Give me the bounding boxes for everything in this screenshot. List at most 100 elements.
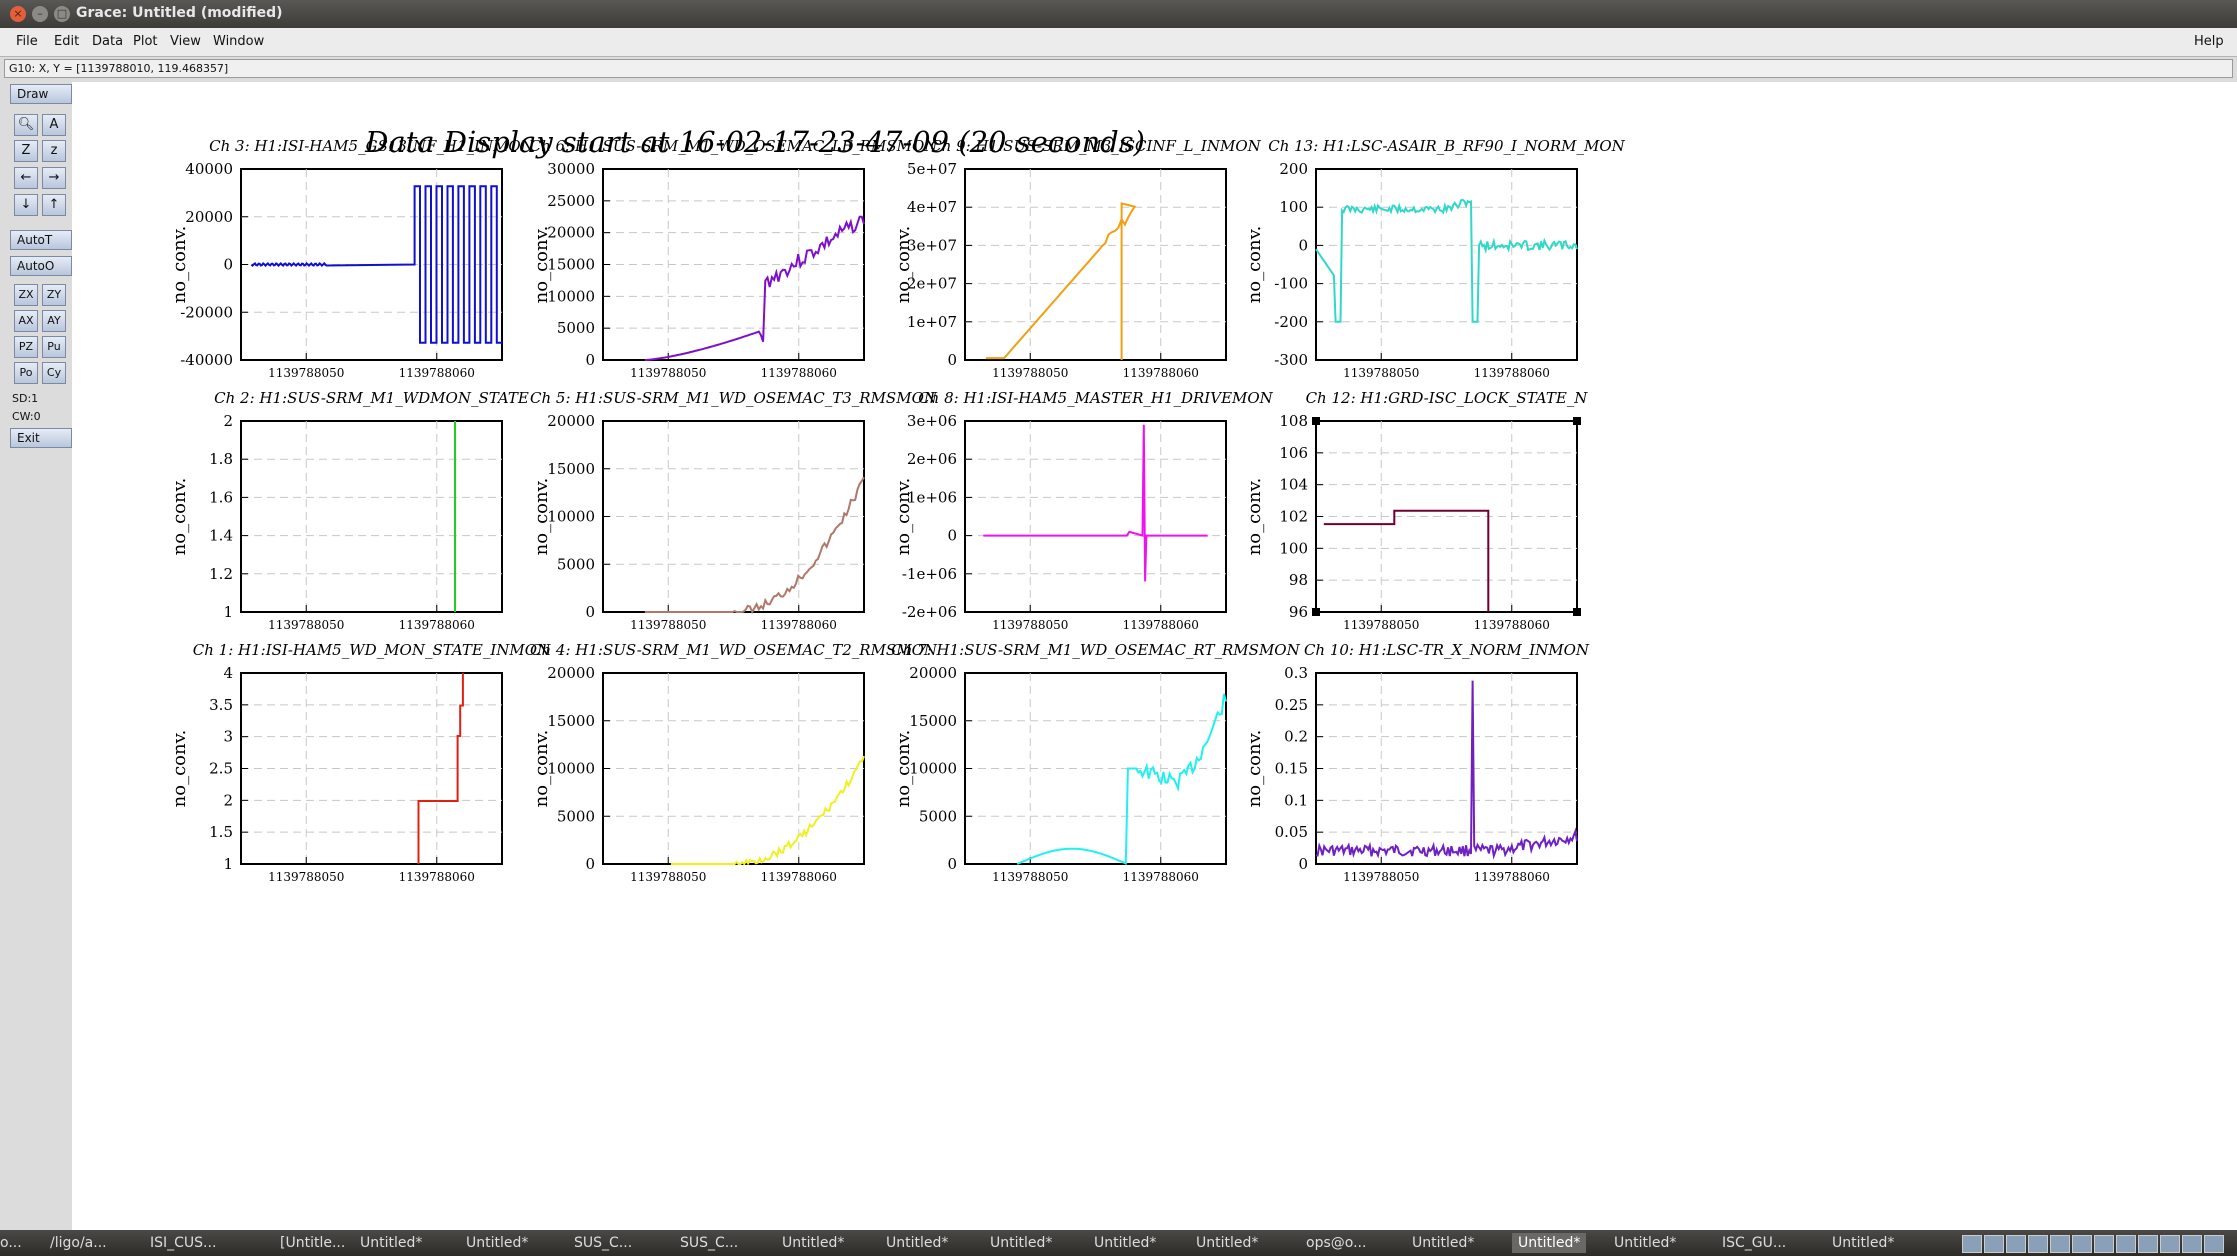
taskbar-item[interactable]: ISI_CUS...: [150, 1235, 217, 1251]
taskbar-item[interactable]: Untitled*: [1614, 1235, 1677, 1251]
plot-canvas[interactable]: Data Display start at 16-02-17-23-47-09 …: [72, 82, 2237, 1230]
selection-handle[interactable]: [1312, 608, 1320, 616]
cy-button[interactable]: Cy: [42, 362, 66, 384]
sd-label: SD:1: [12, 392, 39, 405]
taskbar-item[interactable]: SUS_C...: [680, 1235, 739, 1251]
plot-area[interactable]: Data Display start at 16-02-17-23-47-09 …: [72, 82, 2237, 1230]
taskbar-item[interactable]: ops@o...: [1306, 1235, 1367, 1251]
close-window-button[interactable]: ×: [10, 6, 26, 22]
scroll-up-icon[interactable]: ↑: [42, 194, 66, 216]
plot-panel-10[interactable]: Ch 4: H1:SUS-SRM_M1_WD_OSEMAC_T2_RMSMON 2…: [530, 641, 938, 884]
menu-bar: File Edit Data Plot View Window Help: [0, 28, 2237, 57]
tray-window-icon[interactable]: [1962, 1235, 1982, 1253]
y-tick-label: 5000: [557, 319, 595, 337]
x-tick-label: 1139788050: [992, 366, 1068, 380]
plot-panel-8[interactable]: Ch 12: H1:GRD-ISC_LOCK_STATE_N 108 106 104 1…: [1244, 389, 1588, 632]
scroll-down-icon[interactable]: ↓: [14, 194, 38, 216]
tray-window-icon[interactable]: [2160, 1235, 2180, 1253]
exit-button[interactable]: Exit: [10, 428, 72, 448]
menu-view[interactable]: View: [170, 34, 201, 49]
tray-window-icon[interactable]: [2094, 1235, 2114, 1253]
x-tick-label: 1139788050: [268, 366, 344, 380]
window-title: Grace: Untitled (modified): [76, 5, 283, 21]
taskbar-item[interactable]: Untitled*: [360, 1235, 423, 1251]
selection-handle[interactable]: [1573, 417, 1581, 425]
taskbar-item[interactable]: Untitled*: [1412, 1235, 1475, 1251]
taskbar-item[interactable]: /ligo/a...: [50, 1235, 107, 1251]
taskbar-item[interactable]: SUS_C...: [574, 1235, 633, 1251]
selection-handle[interactable]: [1312, 417, 1320, 425]
plot-panel-4[interactable]: Ch 13: H1:LSC-ASAIR_B_RF90_I_NORM_MON 200…: [1244, 137, 1626, 380]
taskbar-item[interactable]: o...: [0, 1235, 22, 1251]
x-tick-label: 1139788060: [1474, 870, 1550, 884]
autot-button[interactable]: AutoT: [10, 230, 72, 250]
maximize-window-button[interactable]: □: [54, 6, 70, 22]
plot-panel-5[interactable]: Ch 2: H1:SUS-SRM_M1_WDMON_STATE 2 1.8 1.6 1.…: [169, 389, 529, 632]
taskbar-item[interactable]: Untitled*: [1512, 1233, 1587, 1253]
po-button[interactable]: Po: [14, 362, 38, 384]
tray-window-icon[interactable]: [2204, 1235, 2224, 1253]
cw-label: CW:0: [12, 410, 41, 423]
taskbar-item[interactable]: Untitled*: [1196, 1235, 1259, 1251]
y-tick-label: 2.5: [209, 760, 233, 778]
zoom-in-icon[interactable]: Z: [14, 140, 38, 162]
plot-panel-3[interactable]: Ch 9: H1:SUS-SRM_M3_ISCINF_L_INMON 5e+07 4…: [893, 137, 1262, 380]
scroll-right-icon[interactable]: →: [42, 167, 66, 189]
y-tick-label: 1.4: [209, 527, 233, 545]
taskbar-item[interactable]: Untitled*: [990, 1235, 1053, 1251]
data-trace: [644, 476, 865, 615]
y-tick-label: 1e+07: [907, 313, 957, 331]
x-tick-label: 1139788060: [1123, 870, 1199, 884]
draw-button[interactable]: Draw: [10, 84, 72, 104]
scroll-left-icon[interactable]: ←: [14, 167, 38, 189]
menu-file[interactable]: File: [16, 34, 38, 49]
tray-window-icon[interactable]: [2006, 1235, 2026, 1253]
tray-window-icon[interactable]: [2072, 1235, 2092, 1253]
pu-button[interactable]: Pu: [42, 336, 66, 358]
plot-panel-7[interactable]: Ch 8: H1:ISI-HAM5_MASTER_H1_DRIVEMON 3e+0…: [893, 389, 1274, 632]
zoom-out-icon[interactable]: z: [42, 140, 66, 162]
tray-window-icon[interactable]: [1984, 1235, 2004, 1253]
zx-button[interactable]: ZX: [14, 284, 38, 306]
y-tick-label: 20000: [547, 224, 595, 242]
y-axis-label: no_conv.: [893, 226, 914, 304]
ay-button[interactable]: AY: [42, 310, 66, 332]
zy-button[interactable]: ZY: [42, 284, 66, 306]
taskbar-item[interactable]: Untitled*: [886, 1235, 949, 1251]
y-tick-label: 2: [223, 791, 233, 809]
pz-button[interactable]: PZ: [14, 336, 38, 358]
tray-window-icon[interactable]: [2050, 1235, 2070, 1253]
plot-panel-9[interactable]: Ch 1: H1:ISI-HAM5_WD_MON_STATE_INMON 4 3.5…: [169, 641, 551, 884]
autoscale-text-icon[interactable]: A: [42, 114, 66, 136]
selection-handle[interactable]: [1573, 608, 1581, 616]
y-tick-label: -40000: [180, 351, 233, 369]
plot-panel-2[interactable]: Ch 6: H1:SUS-SRM_M1_WD_OSEMAC_LF_RMSMON 3…: [530, 137, 939, 380]
menu-window[interactable]: Window: [213, 34, 265, 49]
y-tick-label: 0: [947, 527, 957, 545]
minimize-window-button[interactable]: –: [32, 6, 48, 22]
plot-panel-11[interactable]: Ch 7: H1:SUS-SRM_M1_WD_OSEMAC_RT_RMSMON 2…: [891, 641, 1300, 884]
taskbar-item[interactable]: Untitled*: [466, 1235, 529, 1251]
menu-data[interactable]: Data: [92, 34, 124, 49]
menu-help[interactable]: Help: [2194, 34, 2224, 49]
tray-window-icon[interactable]: [2028, 1235, 2048, 1253]
tray-window-icon[interactable]: [2182, 1235, 2202, 1253]
plot-panel-1[interactable]: Ch 3: H1:ISI-HAM5_GS13INF_H1_INMON 40000 2…: [169, 137, 535, 380]
plot-panel-6[interactable]: Ch 5: H1:SUS-SRM_M1_WD_OSEMAC_T3_RMSMON 2…: [530, 389, 938, 632]
y-tick-label: 1.2: [209, 565, 233, 583]
taskbar-item[interactable]: Untitled*: [1832, 1235, 1895, 1251]
tray-window-icon[interactable]: [2116, 1235, 2136, 1253]
taskbar-item[interactable]: ISC_GU...: [1722, 1235, 1787, 1251]
plot-panel-12[interactable]: Ch 10: H1:LSC-TR_X_NORM_INMON 0.3 0.25 0.2 0…: [1244, 641, 1590, 884]
ax-button[interactable]: AX: [14, 310, 38, 332]
menu-edit[interactable]: Edit: [54, 34, 80, 49]
taskbar-item[interactable]: [Untitle...: [280, 1235, 346, 1251]
zoom-icon[interactable]: 🔍︎: [14, 114, 38, 136]
y-tick-label: -100: [1274, 275, 1308, 293]
menu-plot[interactable]: Plot: [133, 34, 158, 49]
taskbar-item[interactable]: Untitled*: [1094, 1235, 1157, 1251]
autoo-button[interactable]: AutoO: [10, 256, 72, 276]
tray-window-icon[interactable]: [2138, 1235, 2158, 1253]
data-trace: [983, 424, 1208, 582]
taskbar-item[interactable]: Untitled*: [782, 1235, 845, 1251]
